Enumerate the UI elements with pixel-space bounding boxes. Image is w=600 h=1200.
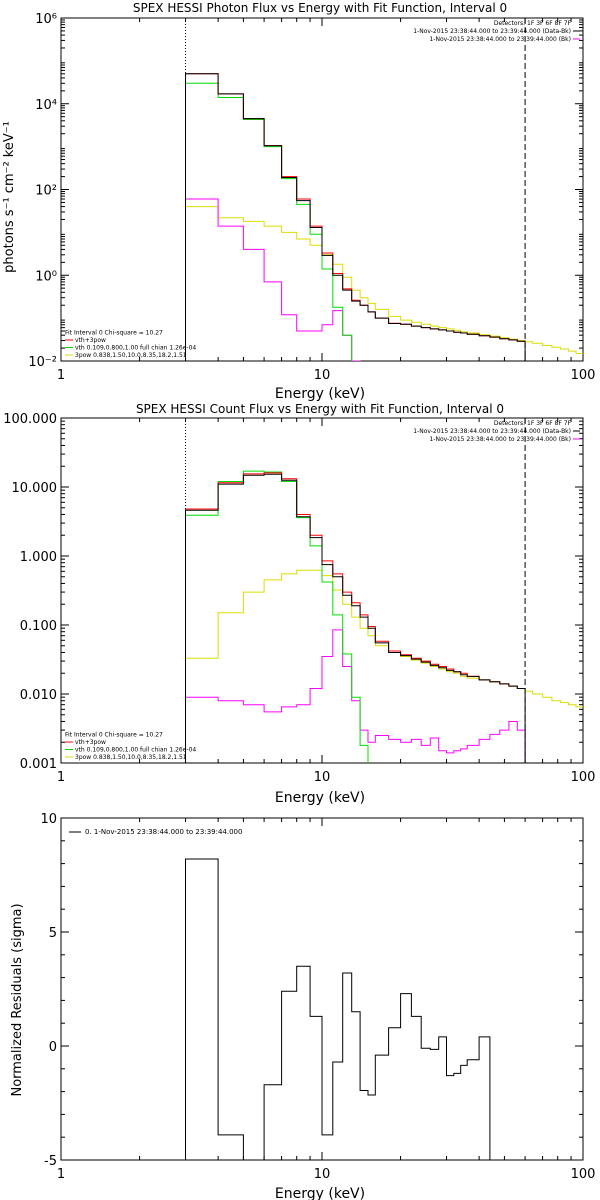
y-tick-label: 10⁶: [35, 12, 57, 27]
info-line: Detectors: 1F 3F 6F 8F 7F: [494, 20, 572, 27]
info-line: Fit Interval 0 Chi-square = 10.27: [65, 330, 163, 337]
y-tick-label: 10²: [35, 184, 57, 199]
x-tick-label: 1: [57, 770, 65, 785]
series-background: [185, 198, 526, 361]
series-vth: [185, 470, 369, 763]
info-line: 1-Nov-2015 23:38:44.000 to 23:39:44.000 …: [413, 428, 571, 435]
count-flux-xlabel: Energy (keV): [275, 790, 365, 806]
series-total: [185, 73, 526, 361]
y-tick-label: 5: [49, 926, 57, 941]
y-tick-label: 0.001: [20, 757, 57, 772]
y-tick-label: 10⁴: [35, 98, 57, 113]
count-flux-title: SPEX HESSI Count Flux vs Energy with Fit…: [136, 402, 504, 416]
x-tick-label: 10: [314, 368, 331, 383]
info-line: vth 0.109,0.800,1.00 full chian 1.26e-04: [75, 345, 196, 352]
x-tick-label: 10: [314, 770, 331, 785]
photon-flux-ylabel: photons s⁻¹ cm⁻² keV⁻¹: [2, 121, 17, 273]
x-tick-label: 100: [571, 1167, 596, 1182]
x-tick-label: 1: [57, 368, 65, 383]
residuals-panel: Energy (keV) Normalized Residuals (sigma…: [10, 812, 595, 1200]
photon-flux-panel: SPEX HESSI Photon Flux vs Energy with Fi…: [2, 1, 595, 402]
residuals-ylabel: Normalized Residuals (sigma): [10, 903, 25, 1096]
plot-frame: [60, 417, 584, 764]
legend-label: 0. 1-Nov-2015 23:38:44.000 to 23:39:44.0…: [85, 828, 242, 836]
series-pow: [185, 569, 583, 763]
info-line: Fit Interval 0 Chi-square = 10.27: [65, 732, 163, 739]
series-total: [185, 473, 526, 763]
plot-frame: [60, 17, 584, 362]
y-tick-label: 0.010: [20, 688, 57, 703]
y-tick-label: 0: [49, 1040, 57, 1055]
count-flux-panel: SPEX HESSI Count Flux vs Energy with Fit…: [3, 402, 595, 806]
info-line: vth+3pow: [75, 739, 106, 746]
info-line: 1-Nov-2015 23:38:44.000 to 23:39:44.000 …: [429, 36, 571, 43]
y-tick-label: 1.000: [20, 550, 57, 565]
x-tick-label: 100: [571, 770, 596, 785]
y-tick-label: 10: [40, 812, 57, 827]
y-tick-label: 10⁻²: [28, 355, 57, 370]
info-line: vth+3pow: [75, 337, 106, 344]
photon-flux-title: SPEX HESSI Photon Flux vs Energy with Fi…: [133, 1, 507, 15]
series-vth_plus_3pow: [185, 472, 526, 763]
info-line: 3pow 0.838,1.50,10.0,8.35,18.2,1.51: [75, 754, 187, 761]
residuals-xlabel: Energy (keV): [275, 1186, 365, 1200]
info-line: vth 0.109,0.800,1.00 full chian 1.26e-04: [75, 747, 196, 754]
series-total: [185, 858, 491, 1160]
series-pow: [185, 206, 583, 361]
photon-flux-xlabel: Energy (keV): [275, 386, 365, 402]
x-tick-label: 100: [571, 368, 596, 383]
info-line: 3pow 0.838,1.50,10.0,8.35,18.2,1.51: [75, 352, 187, 359]
x-tick-label: 10: [314, 1167, 331, 1182]
y-tick-label: -5: [44, 1154, 57, 1169]
y-tick-label: 0.100: [20, 619, 57, 634]
x-tick-label: 1: [57, 1167, 65, 1182]
y-tick-label: 10⁰: [35, 269, 57, 284]
info-line: 1-Nov-2015 23:38:44.000 to 23:39:44.000 …: [413, 28, 571, 35]
info-line: 1-Nov-2015 23:38:44.000 to 23:39:44.000 …: [429, 436, 571, 443]
series-background: [185, 629, 526, 763]
y-tick-label: 100.000: [3, 412, 57, 427]
info-line: Detectors: 1F 3F 6F 8F 7F: [494, 420, 572, 427]
y-tick-label: 10.000: [12, 481, 58, 496]
series-vth: [185, 82, 353, 361]
